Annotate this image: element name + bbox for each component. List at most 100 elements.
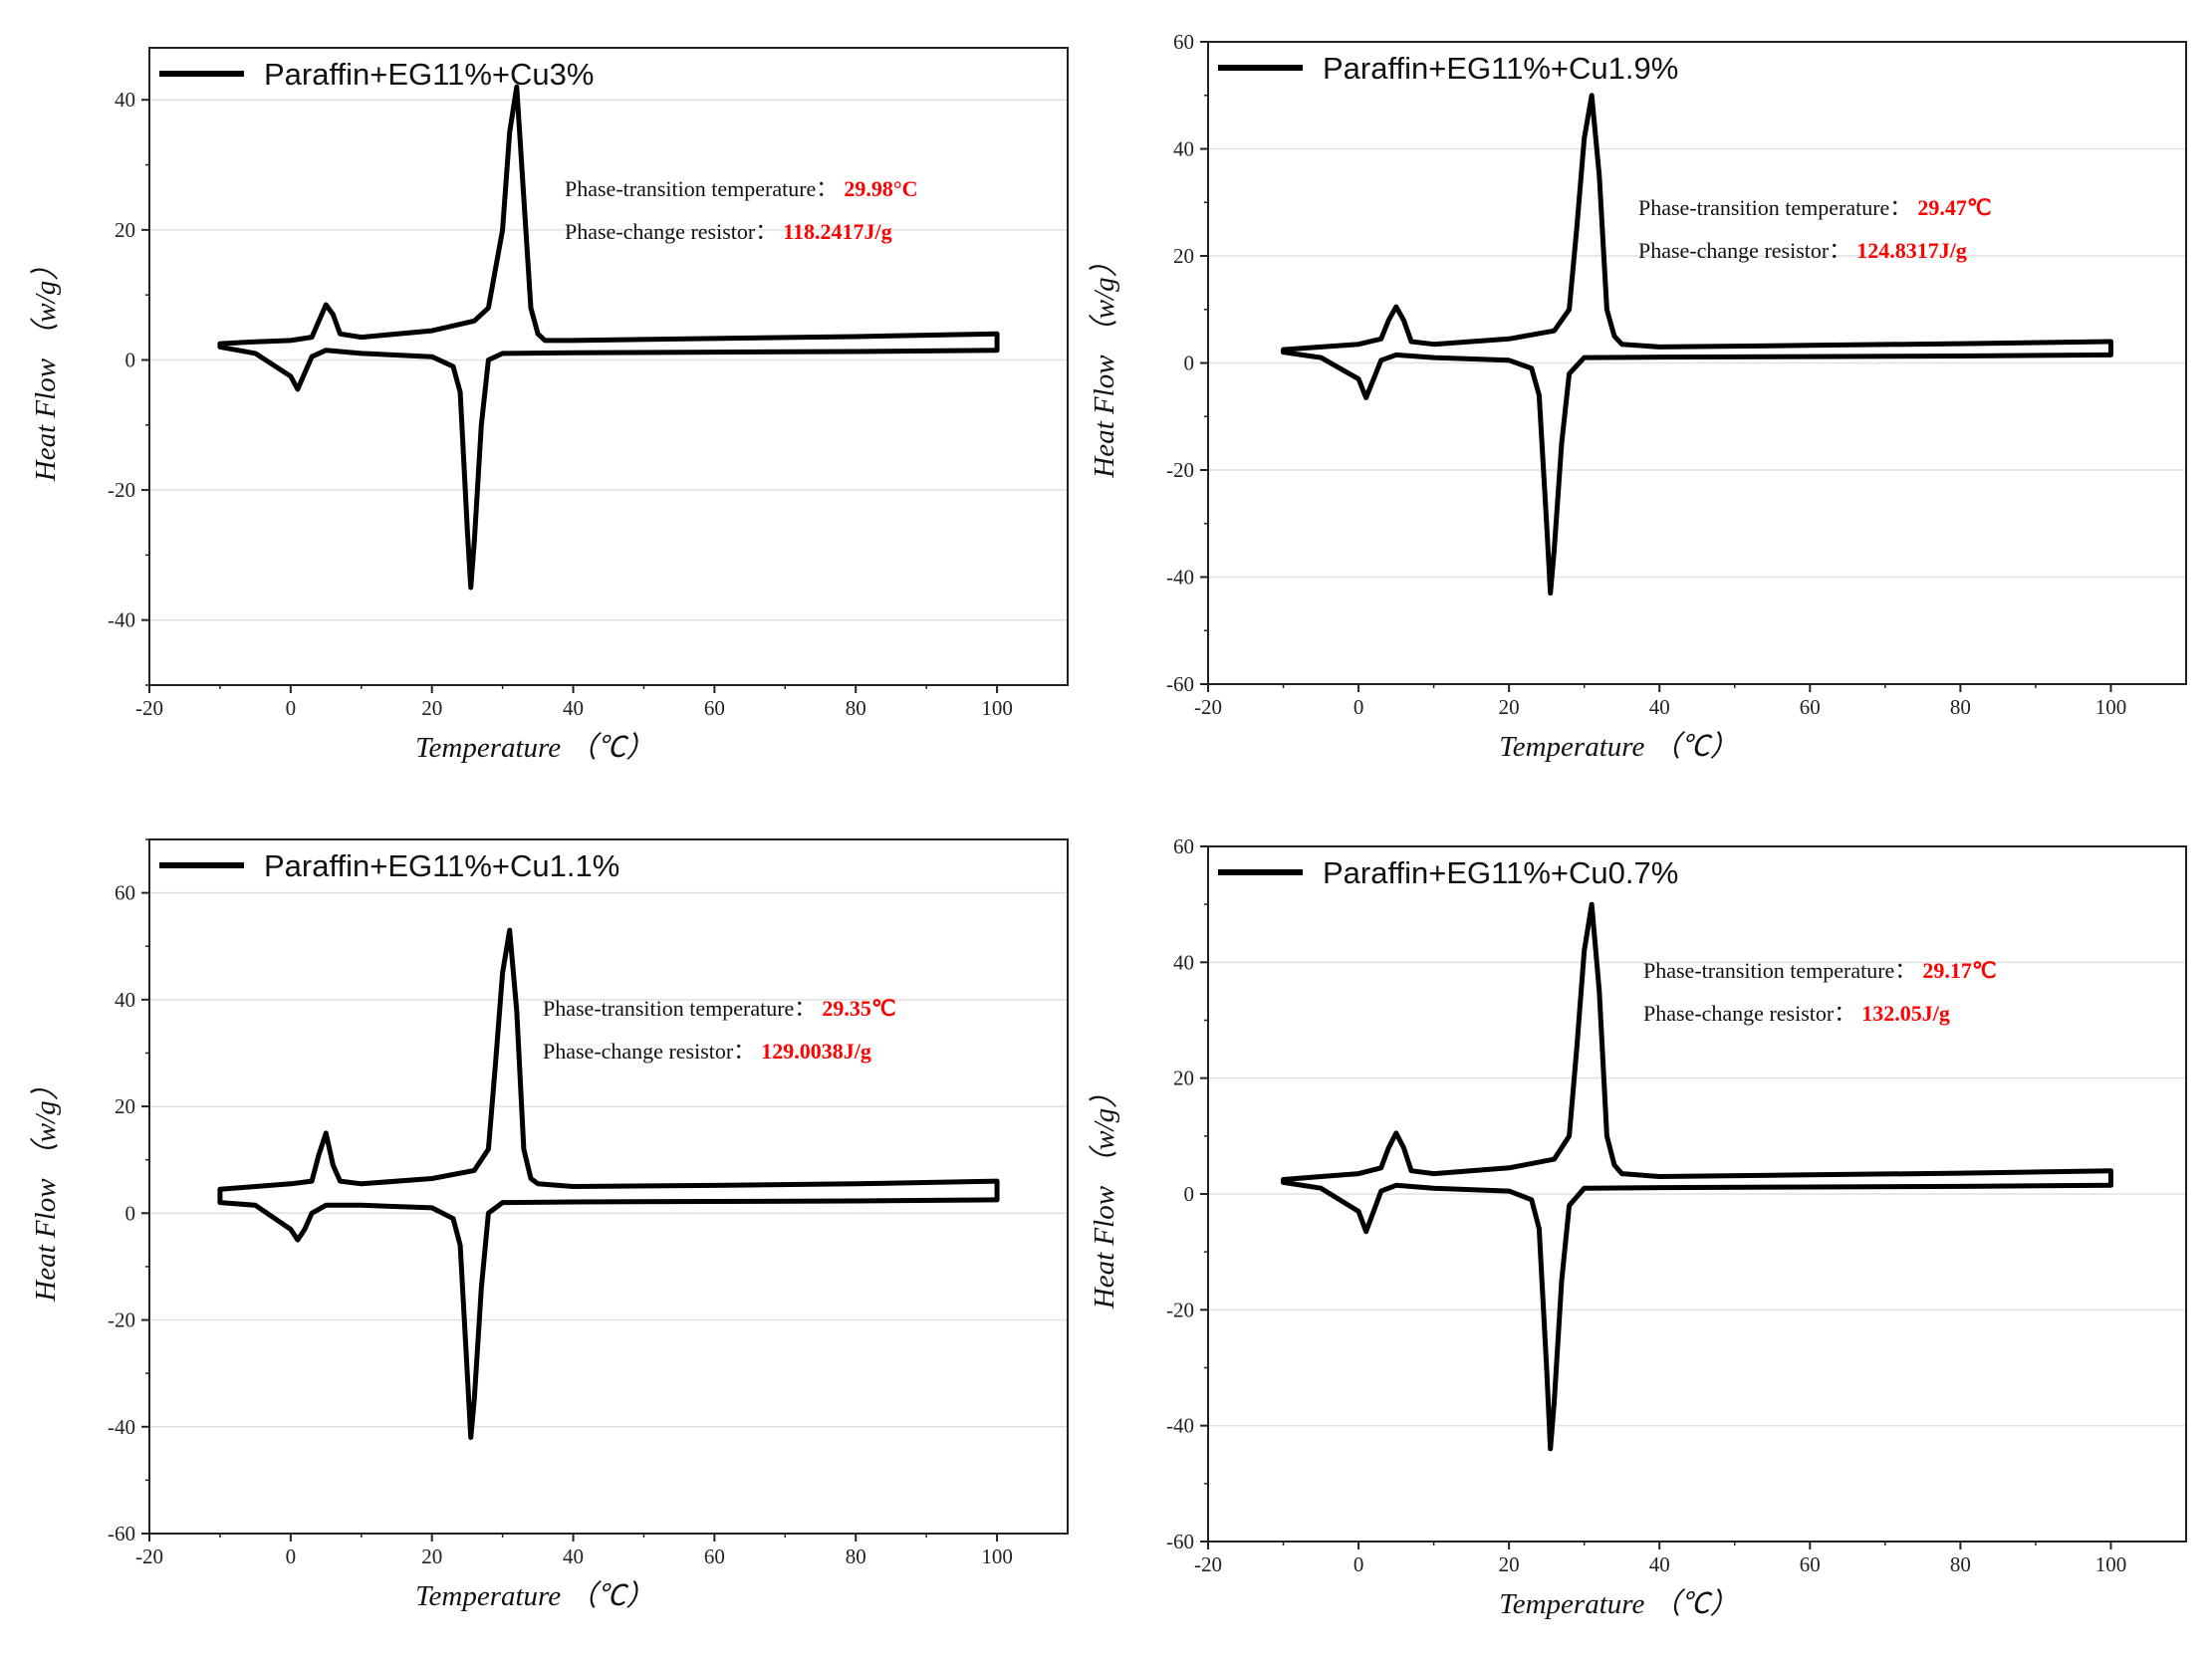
x-tick-label: 20: [1499, 1552, 1520, 1576]
x-tick-label: 80: [1950, 695, 1971, 719]
phase-change-value: 118.2417J/g: [783, 219, 891, 244]
x-tick-label: -20: [1194, 695, 1222, 719]
phase-change-value: 124.8317J/g: [1856, 238, 1967, 263]
phase-change-annotation: Phase-change resistor： 129.0038J/g: [543, 1039, 871, 1064]
x-tick-label: 80: [1950, 1552, 1971, 1576]
x-tick-label: 20: [421, 696, 442, 720]
y-axis-title: Heat Flow （w/g）: [1089, 248, 1120, 478]
phase-change-value: 129.0038J/g: [761, 1039, 871, 1064]
x-tick-label: 100: [2095, 695, 2127, 719]
phase-transition-annotation: Phase-transition temperature： 29.47℃: [1638, 195, 1992, 220]
chart-panel-4: -20 0 20 40 60 80 100 -60 -40 -20 0 20 40 60 Temperatu…: [1089, 834, 2187, 1620]
phase-transition-label: Phase-transition temperature：: [1643, 958, 1916, 983]
legend-label: Paraffin+EG11%+Cu1.1%: [264, 848, 619, 883]
phase-transition-value: 29.35℃: [822, 996, 895, 1021]
y-tick-label: -60: [1166, 672, 1194, 696]
x-tick-label: 40: [1649, 1552, 1670, 1576]
phase-change-label: Phase-change resistor：: [543, 1039, 755, 1064]
heating-curve: [217, 927, 1000, 1192]
phase-change-annotation: Phase-change resistor： 118.2417J/g: [565, 219, 892, 244]
y-tick-label: -20: [1166, 458, 1194, 482]
x-tick-label: 20: [421, 1544, 442, 1568]
legend-label: Paraffin+EG11%+Cu3%: [264, 57, 594, 92]
y-tick-label: -20: [1166, 1298, 1194, 1321]
x-tick-label: 80: [846, 1544, 866, 1568]
phase-change-label: Phase-change resistor：: [1638, 238, 1850, 263]
phase-transition-label: Phase-transition temperature：: [543, 996, 816, 1021]
phase-change-annotation: Phase-change resistor： 132.05J/g: [1643, 1001, 1950, 1026]
heating-curve: [1281, 901, 2113, 1182]
x-axis-title: Temperature （℃）: [1499, 731, 1738, 763]
phase-transition-annotation: Phase-transition temperature： 29.98°C: [565, 176, 918, 201]
cooling-curve: [1281, 350, 2113, 596]
chart-panel-1: -20 0 20 40 60 80 100 -40 -20 0 20 40 Temperature （℃…: [30, 47, 1069, 764]
x-tick-label: 60: [1800, 695, 1821, 719]
y-tick-label: 40: [115, 88, 135, 112]
x-tick-label: 0: [286, 1544, 297, 1568]
y-tick-label: 0: [1184, 1182, 1195, 1206]
phase-change-label: Phase-change resistor：: [1643, 1001, 1855, 1026]
y-tick-label: 40: [1173, 950, 1194, 974]
phase-change-annotation: Phase-change resistor： 124.8317J/g: [1638, 238, 1967, 263]
x-tick-label: 20: [1499, 695, 1520, 719]
x-axis-title: Temperature （℃）: [415, 732, 654, 764]
x-tick-label: 100: [2095, 1552, 2127, 1576]
x-tick-label: 100: [981, 1544, 1013, 1568]
x-axis-title: Temperature （℃）: [415, 1580, 654, 1612]
phase-transition-annotation: Phase-transition temperature： 29.17℃: [1643, 958, 1997, 983]
x-tick-label: -20: [135, 696, 163, 720]
phase-change-value: 132.05J/g: [1861, 1001, 1950, 1026]
x-tick-label: 40: [563, 1544, 584, 1568]
phase-transition-label: Phase-transition temperature：: [565, 176, 838, 201]
cooling-curve: [217, 344, 1000, 591]
legend-label: Paraffin+EG11%+Cu0.7%: [1323, 855, 1678, 890]
y-tick-label: 60: [1173, 30, 1194, 54]
plot-frame: [148, 838, 1069, 1535]
y-tick-label: 20: [1173, 1067, 1194, 1090]
x-tick-label: 100: [981, 696, 1013, 720]
y-tick-label: 60: [115, 881, 135, 905]
y-tick-label: 20: [115, 218, 135, 242]
chart-panel-2: -20 0 20 40 60 80 100 -60 -40 -20 0 20 40 60 Temperatu…: [1089, 30, 2187, 763]
x-tick-label: 0: [1353, 695, 1364, 719]
x-tick-label: -20: [135, 1544, 163, 1568]
heating-curve: [1281, 93, 2113, 353]
y-tick-label: -40: [1166, 566, 1194, 590]
x-tick-label: 60: [1800, 1552, 1821, 1576]
heating-curve: [217, 84, 1000, 347]
cooling-curve: [217, 1197, 1000, 1440]
y-tick-label: 40: [115, 988, 135, 1012]
y-tick-label: -60: [108, 1522, 135, 1545]
x-tick-label: 0: [1353, 1552, 1364, 1576]
phase-change-label: Phase-change resistor：: [565, 219, 777, 244]
y-tick-label: -40: [108, 1415, 135, 1439]
y-tick-label: 20: [1173, 244, 1194, 268]
y-tick-label: 20: [115, 1094, 135, 1118]
phase-transition-value: 29.98°C: [844, 176, 917, 201]
cooling-curve: [1281, 1179, 2113, 1452]
y-tick-label: 0: [1184, 352, 1195, 375]
y-tick-label: -40: [108, 608, 135, 632]
y-tick-label: 60: [1173, 834, 1194, 858]
y-axis-title: Heat Flow （w/g）: [1089, 1079, 1120, 1309]
legend-label: Paraffin+EG11%+Cu1.9%: [1323, 51, 1678, 86]
y-tick-label: -60: [1166, 1530, 1194, 1553]
x-tick-label: 80: [846, 696, 866, 720]
y-tick-label: 40: [1173, 137, 1194, 161]
x-tick-label: 0: [286, 696, 297, 720]
x-axis-title: Temperature （℃）: [1499, 1588, 1738, 1620]
phase-transition-value: 29.17℃: [1922, 958, 1996, 983]
x-tick-label: 40: [563, 696, 584, 720]
y-axis-title: Heat Flow （w/g）: [30, 252, 62, 482]
x-tick-label: 40: [1649, 695, 1670, 719]
phase-transition-label: Phase-transition temperature：: [1638, 195, 1911, 220]
x-tick-label: 60: [704, 696, 725, 720]
phase-transition-annotation: Phase-transition temperature： 29.35℃: [543, 996, 896, 1021]
y-tick-label: -20: [108, 1308, 135, 1332]
phase-transition-value: 29.47℃: [1917, 195, 1991, 220]
y-tick-label: 0: [125, 348, 136, 371]
y-tick-label: -40: [1166, 1414, 1194, 1438]
x-tick-label: 60: [704, 1544, 725, 1568]
chart-panel-3: -20 0 20 40 60 80 100 -60 -40 -20 0 20 40 60 Temperatu…: [30, 838, 1069, 1612]
x-tick-label: -20: [1194, 1552, 1222, 1576]
